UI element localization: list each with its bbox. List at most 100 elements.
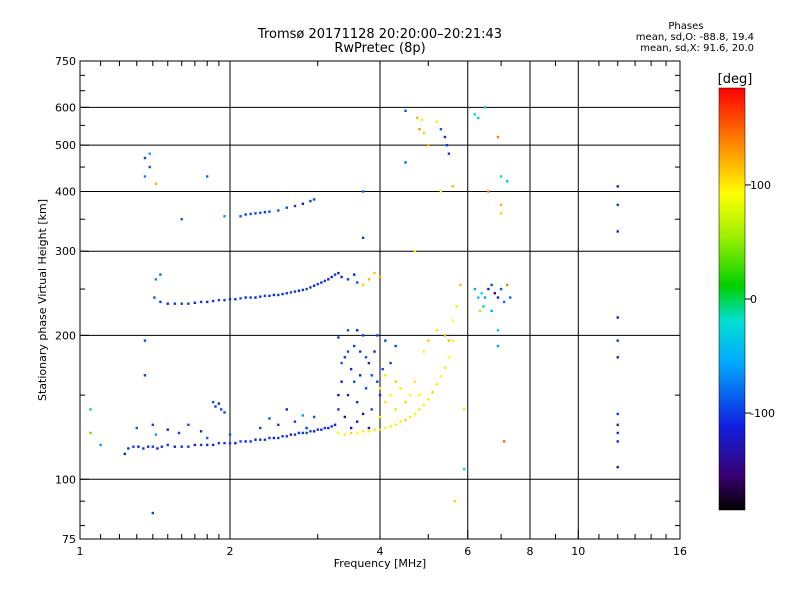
data-point bbox=[254, 212, 257, 215]
data-point bbox=[394, 423, 397, 427]
data-point bbox=[154, 433, 158, 436]
data-point bbox=[244, 440, 247, 443]
data-point bbox=[333, 273, 337, 276]
data-point bbox=[413, 250, 417, 253]
data-point bbox=[316, 282, 319, 286]
data-point bbox=[367, 361, 371, 365]
data-point bbox=[435, 329, 438, 332]
data-point bbox=[451, 185, 455, 188]
data-point bbox=[453, 499, 456, 503]
data-point bbox=[277, 423, 280, 427]
data-point bbox=[312, 198, 316, 201]
data-point bbox=[349, 367, 353, 371]
data-point bbox=[378, 428, 382, 431]
data-point bbox=[435, 120, 438, 123]
data-point bbox=[355, 431, 359, 435]
data-point bbox=[499, 287, 503, 291]
data-point bbox=[166, 443, 169, 447]
data-point bbox=[439, 375, 443, 378]
data-point bbox=[502, 300, 506, 304]
data-point bbox=[320, 281, 323, 284]
data-point bbox=[272, 293, 276, 297]
data-point bbox=[381, 367, 384, 371]
data-point bbox=[352, 273, 356, 276]
y-tick-label: 500 bbox=[55, 139, 76, 152]
data-point bbox=[373, 271, 376, 275]
data-point bbox=[340, 275, 343, 279]
colorbar-tick-label: 0 bbox=[750, 293, 757, 306]
data-point bbox=[223, 441, 226, 445]
data-point bbox=[323, 279, 327, 283]
data-point bbox=[199, 300, 203, 304]
data-point bbox=[378, 387, 382, 390]
data-point bbox=[462, 408, 466, 411]
data-point bbox=[277, 209, 280, 212]
data-point bbox=[455, 305, 458, 308]
data-point bbox=[496, 135, 500, 139]
data-point bbox=[337, 408, 340, 411]
data-point bbox=[146, 445, 150, 448]
data-point bbox=[199, 443, 203, 447]
data-point bbox=[477, 116, 480, 120]
data-point bbox=[132, 445, 135, 448]
data-point bbox=[153, 296, 156, 299]
data-point bbox=[439, 190, 443, 193]
data-point bbox=[451, 339, 455, 342]
data-point bbox=[217, 402, 221, 405]
data-point bbox=[394, 344, 397, 348]
data-point bbox=[480, 292, 483, 295]
data-point bbox=[409, 415, 412, 419]
data-point bbox=[135, 426, 138, 430]
data-point bbox=[496, 296, 500, 299]
data-point bbox=[143, 156, 147, 160]
y-tick-label: 100 bbox=[55, 473, 76, 486]
data-point bbox=[123, 452, 126, 456]
data-point bbox=[259, 426, 262, 430]
data-point bbox=[254, 296, 257, 299]
data-point bbox=[361, 283, 365, 287]
data-point bbox=[272, 436, 276, 440]
data-point bbox=[316, 428, 319, 431]
data-point bbox=[352, 380, 356, 383]
y-tick-label: 75 bbox=[62, 533, 76, 546]
data-point bbox=[482, 305, 485, 308]
data-point bbox=[249, 296, 252, 299]
data-point bbox=[490, 283, 493, 287]
data-point bbox=[358, 350, 362, 353]
data-point bbox=[234, 298, 237, 301]
data-point bbox=[148, 165, 151, 169]
data-point bbox=[289, 291, 293, 294]
data-point bbox=[148, 152, 151, 155]
data-point bbox=[349, 426, 353, 430]
data-point bbox=[337, 393, 340, 397]
data-point bbox=[355, 281, 359, 284]
data-point bbox=[180, 218, 183, 221]
data-point bbox=[420, 118, 423, 122]
data-point bbox=[373, 428, 376, 431]
data-point bbox=[616, 339, 619, 342]
data-point bbox=[478, 309, 482, 313]
y-tick-label: 400 bbox=[55, 185, 76, 198]
data-point bbox=[301, 414, 305, 417]
data-point bbox=[502, 440, 506, 443]
y-tick-label: 300 bbox=[55, 245, 76, 258]
data-point bbox=[239, 440, 242, 443]
data-point bbox=[297, 431, 301, 435]
data-point bbox=[154, 278, 158, 281]
data-point bbox=[413, 380, 417, 383]
data-point bbox=[193, 301, 197, 304]
chart-title: Tromsø 20171128 20:20:00–20:21:43 bbox=[257, 27, 503, 42]
data-point bbox=[268, 210, 271, 213]
data-point bbox=[462, 467, 466, 471]
data-point bbox=[499, 203, 503, 207]
y-tick-label: 600 bbox=[55, 101, 76, 114]
data-point bbox=[616, 440, 619, 443]
data-point bbox=[154, 182, 158, 186]
data-point bbox=[166, 428, 169, 431]
data-point bbox=[399, 387, 402, 390]
data-point bbox=[435, 383, 438, 386]
data-point bbox=[616, 185, 619, 188]
data-point bbox=[404, 418, 407, 422]
data-point bbox=[384, 374, 387, 377]
